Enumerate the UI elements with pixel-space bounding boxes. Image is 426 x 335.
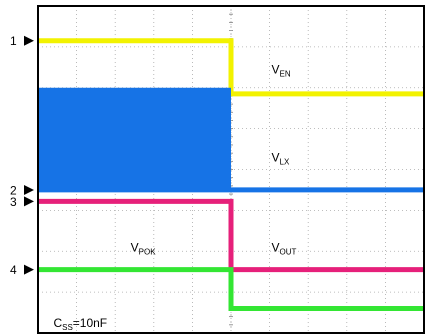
annotation-label: VPOK (131, 240, 157, 256)
channel-marker-label: 3 (10, 195, 17, 209)
annotation-label: VLX (272, 150, 290, 166)
series-line-1 (38, 38, 424, 97)
channel-marker-arrow (24, 264, 34, 275)
channel-marker-label: 2 (10, 183, 17, 197)
plot-frame (37, 5, 425, 334)
channel-marker-label: 4 (10, 263, 17, 277)
channel-marker-label: 1 (10, 34, 17, 48)
annotation-label: VEN (272, 62, 291, 78)
series-line-3 (38, 198, 424, 273)
waveforms (38, 38, 424, 311)
channel-markers: 1 23 4 (10, 34, 34, 277)
annotation-label: CSS=10nF (53, 316, 107, 332)
series-band-2 (38, 87, 231, 190)
channel-marker-arrow (24, 196, 34, 207)
annotations: VEN VLX VPOK VOUT CSS=10nF (53, 62, 296, 331)
annotation-label: VOUT (272, 240, 297, 256)
series-line-4 (38, 267, 424, 311)
channel-marker-arrow (24, 184, 34, 195)
channel-marker-arrow (24, 35, 34, 46)
